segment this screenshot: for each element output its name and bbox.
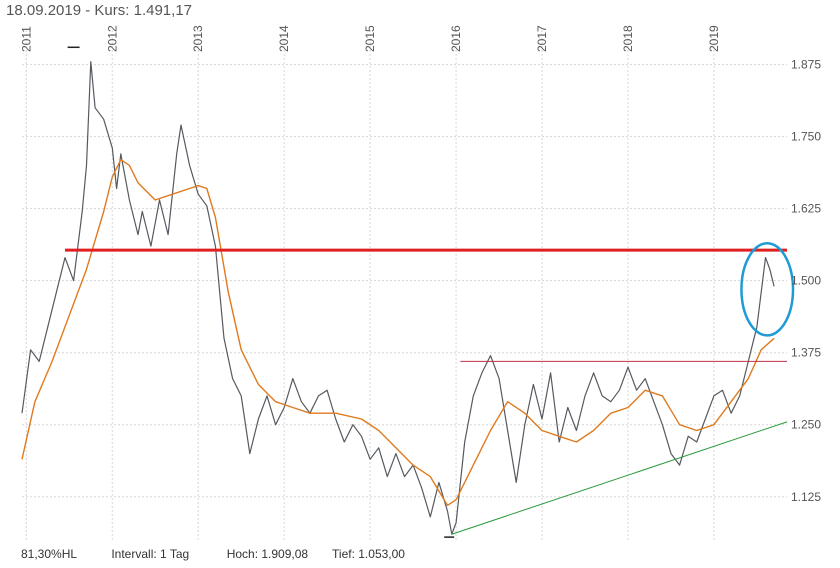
x-tick-label: 2012	[105, 25, 119, 52]
header-kurs-label: - Kurs:	[85, 2, 130, 19]
y-tick-label: 1.125	[791, 490, 821, 504]
header-kurs-value: 1.491,17	[133, 2, 192, 19]
moving-average-line	[21, 158, 775, 507]
chart-header: 18.09.2019 - Kurs: 1.491,17	[6, 2, 192, 19]
x-tick-label: 2019	[707, 25, 721, 52]
x-tick-label: 2011	[19, 26, 33, 52]
y-tick-label: 1.250	[791, 418, 821, 432]
price-series-line	[21, 61, 775, 535]
x-tick-label: 2016	[449, 25, 463, 52]
x-tick-label: 2018	[621, 25, 635, 52]
x-tick-label: 2015	[363, 25, 377, 52]
header-date: 18.09.2019	[6, 2, 82, 19]
footer-low: Tief: 1.053,00	[332, 547, 405, 561]
highlight-ellipse	[740, 241, 795, 337]
footer-high: Hoch: 1.909,08	[226, 547, 309, 561]
footer-hl: 81,30%HL	[21, 547, 78, 561]
y-tick-label: 1.625	[791, 202, 821, 216]
chart-labels: 2011 2012 2013 2014 2015 2016 2017 2018 2019 1.12…	[19, 25, 821, 504]
support-trendline	[451, 421, 788, 535]
x-tick-label: 2013	[191, 25, 205, 52]
chart-footer: 81,30%HL Intervall: 1 Tag Hoch: 1.909,08…	[21, 547, 405, 561]
y-tick-label: 1.375	[791, 346, 821, 360]
x-tick-label: 2017	[535, 25, 549, 52]
grid	[22, 30, 787, 540]
y-tick-label: 1.500	[791, 274, 821, 288]
x-tick-label: 2014	[277, 25, 291, 52]
chart-marks	[21, 46, 795, 538]
footer-interval: Intervall: 1 Tag	[111, 547, 190, 561]
y-tick-label: 1.750	[791, 130, 821, 144]
y-tick-label: 1.875	[791, 58, 821, 72]
